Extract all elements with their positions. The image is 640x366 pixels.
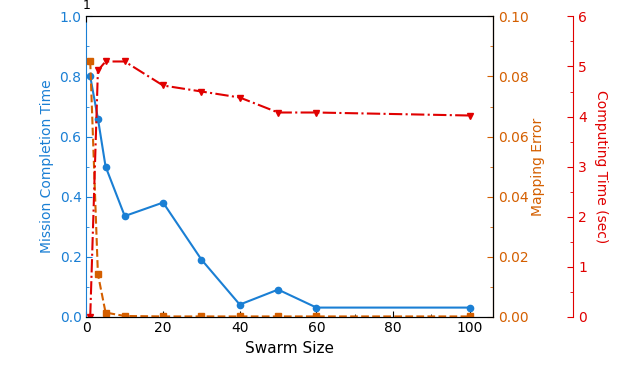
X-axis label: Swarm Size: Swarm Size <box>245 341 334 356</box>
Y-axis label: Computing Time (sec): Computing Time (sec) <box>594 90 608 243</box>
Y-axis label: Mission Completion Time: Mission Completion Time <box>40 80 54 253</box>
Y-axis label: Mapping Error: Mapping Error <box>531 117 545 216</box>
